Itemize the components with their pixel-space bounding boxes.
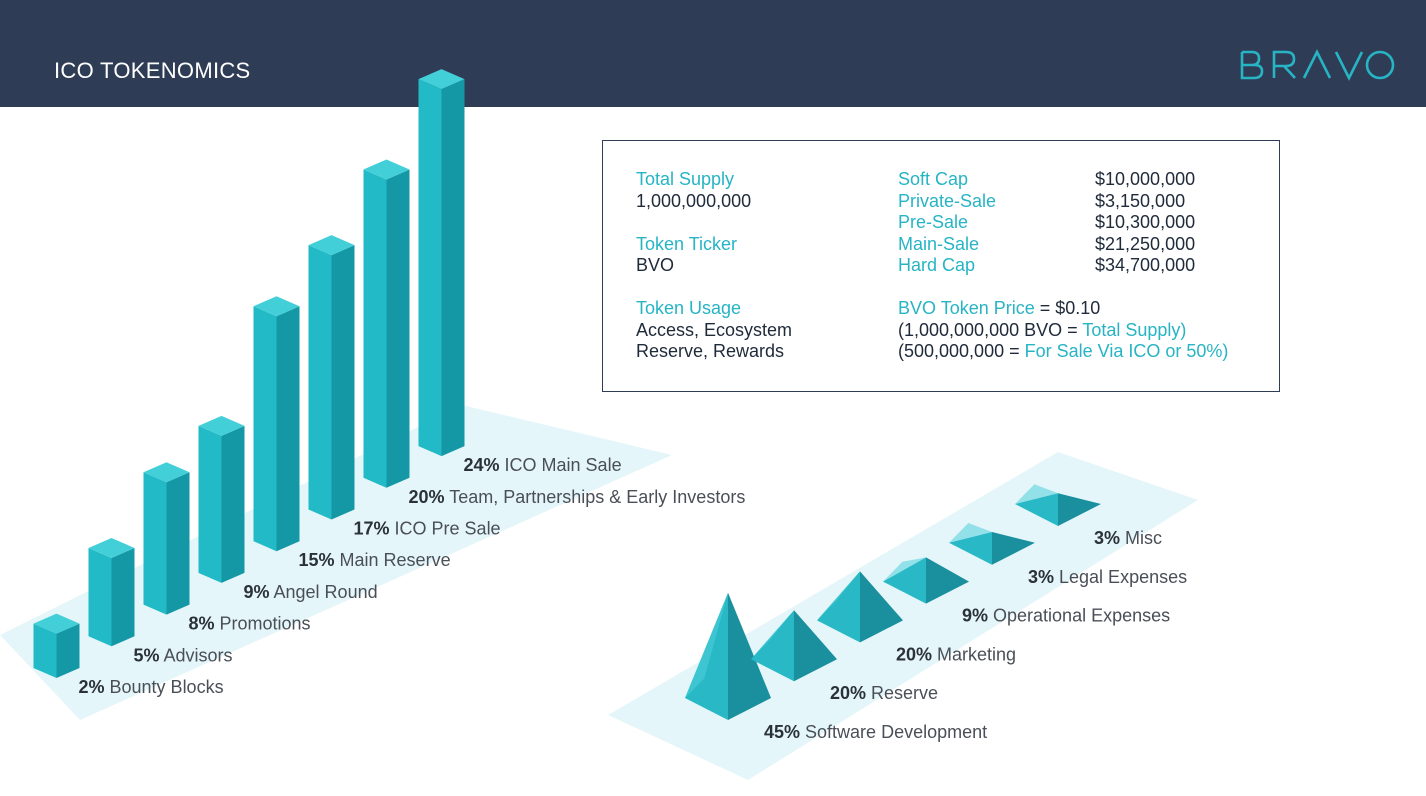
- soft-cap-value: $10,000,000: [1095, 169, 1196, 189]
- bar-main-reserve: [253, 296, 300, 552]
- token-usage-line2: Reserve, Rewards: [636, 341, 785, 361]
- bar-category-label: Promotions: [215, 614, 311, 634]
- token-distribution-labels: 2% Bounty Blocks 5% Advisors 8% Promotions…: [79, 455, 746, 697]
- bar-value-label: 20%: [409, 487, 445, 507]
- main-sale-label: Main-Sale: [898, 233, 980, 254]
- bar-label-team-partnerships-early-investors: 20% Team, Partnerships & Early Investors: [409, 487, 746, 507]
- pre-sale-value: $10,300,000: [1095, 212, 1196, 232]
- pyramid-label-misc: 3% Misc: [1094, 528, 1162, 548]
- pre-sale-label: Pre-Sale: [898, 212, 969, 232]
- pyramid-category-label: Software Development: [800, 722, 987, 742]
- supply-note-line: (1,000,000,000 BVO = Total Supply): [898, 320, 1186, 342]
- bar-category-label: Bounty Blocks: [105, 677, 224, 697]
- sale-note-suffix: For Sale Via ICO or 50%): [1024, 341, 1229, 361]
- supply-note-prefix: (1,000,000,000 BVO =: [898, 319, 1083, 340]
- hard-cap-value: $34,700,000: [1095, 255, 1196, 275]
- bar-ico-main-sale: [418, 69, 465, 457]
- pyramid-category-label: Reserve: [866, 683, 938, 703]
- page-title: ICO TOKENOMICS: [54, 58, 251, 83]
- token-usage-label: Token Usage: [636, 298, 742, 318]
- pyramid-category-label: Misc: [1120, 528, 1162, 548]
- bar-value-label: 8%: [189, 614, 215, 634]
- header-bar: ICO TOKENOMICS: [0, 0, 1426, 107]
- supply-note-suffix: Total Supply): [1082, 319, 1187, 340]
- bar-bounty-blocks: [33, 613, 80, 678]
- bar-label-angel-round: 9% Angel Round: [244, 582, 378, 602]
- bar-ico-pre-sale: [308, 235, 355, 520]
- pyramid-label-marketing: 20% Marketing: [896, 644, 1016, 664]
- hard-cap-label: Hard Cap: [898, 255, 976, 275]
- pyramid-category-label: Operational Expenses: [988, 606, 1170, 626]
- pyramid-value-label: 20%: [896, 644, 932, 664]
- bar-value-label: 9%: [244, 582, 270, 602]
- bar-category-label: Advisors: [160, 645, 233, 665]
- pyramid-software-development: [685, 592, 771, 720]
- pyramid-label-legal-expenses: 3% Legal Expenses: [1028, 567, 1187, 587]
- bar-value-label: 17%: [354, 519, 390, 539]
- pyramid-legal-expenses: [949, 523, 1035, 565]
- bar-value-label: 5%: [134, 645, 160, 665]
- pyramid-label-reserve: 20% Reserve: [830, 683, 938, 703]
- token-ticker-label: Token Ticker: [636, 233, 738, 254]
- bar-category-label: Main Reserve: [335, 550, 451, 570]
- pyramid-reserve: [751, 610, 837, 682]
- pyramid-category-label: Legal Expenses: [1054, 567, 1187, 587]
- bar-label-advisors: 5% Advisors: [134, 645, 233, 665]
- bar-label-ico-pre-sale: 17% ICO Pre Sale: [354, 519, 501, 539]
- token-ticker-value: BVO: [636, 255, 675, 275]
- bar-advisors: [88, 537, 135, 647]
- bars-platform: [0, 405, 672, 720]
- pyramid-value-label: 9%: [962, 606, 988, 626]
- token-price-value: = $0.10: [1034, 298, 1101, 318]
- bar-label-bounty-blocks: 2% Bounty Blocks: [79, 677, 224, 697]
- bar-category-label: Team, Partnerships & Early Investors: [445, 487, 746, 507]
- tokenomics-info-box: Total Supply 1,000,000,000 Token Ticker …: [602, 140, 1280, 392]
- pyramid-misc: [1015, 484, 1101, 526]
- bar-label-main-reserve: 15% Main Reserve: [299, 550, 451, 570]
- total-supply-label: Total Supply: [636, 169, 735, 189]
- token-usage-line1: Access, Ecosystem: [636, 319, 793, 340]
- pyramid-value-label: 45%: [764, 722, 800, 742]
- pyramid-marketing: [817, 571, 903, 643]
- bar-value-label: 2%: [79, 677, 105, 697]
- soft-cap-label: Soft Cap: [898, 169, 969, 189]
- bar-promotions: [143, 462, 190, 615]
- bar-label-promotions: 8% Promotions: [189, 614, 311, 634]
- pyramid-value-label: 20%: [830, 683, 866, 703]
- bar-category-label: ICO Main Sale: [500, 455, 622, 475]
- private-sale-label: Private-Sale: [898, 190, 997, 211]
- bar-value-label: 15%: [299, 550, 335, 570]
- fund-allocation-pyramids: [685, 484, 1101, 720]
- sale-note-prefix: (500,000,000 =: [898, 341, 1025, 361]
- bar-category-label: Angel Round: [270, 582, 378, 602]
- token-price-label: BVO Token Price: [898, 298, 1035, 318]
- total-supply-value: 1,000,000,000: [636, 190, 752, 211]
- bar-team-partnerships-early-investors: [363, 159, 410, 488]
- pyramid-value-label: 3%: [1028, 567, 1054, 587]
- pyramid-label-operational-expenses: 9% Operational Expenses: [962, 606, 1170, 626]
- sale-note-line: (500,000,000 = For Sale Via ICO or 50%): [898, 341, 1228, 363]
- pyramid-value-label: 3%: [1094, 528, 1120, 548]
- bar-category-label: ICO Pre Sale: [390, 519, 501, 539]
- private-sale-value: $3,150,000: [1095, 190, 1186, 211]
- pyramid-category-label: Marketing: [932, 644, 1016, 664]
- bravo-logo: [1240, 49, 1395, 81]
- pyramid-label-software-development: 45% Software Development: [764, 722, 987, 742]
- bar-label-ico-main-sale: 24% ICO Main Sale: [464, 455, 622, 475]
- main-sale-value: $21,250,000: [1095, 233, 1196, 254]
- token-price-line: BVO Token Price = $0.10: [898, 298, 1100, 320]
- pyramid-operational-expenses: [883, 557, 969, 604]
- bar-angel-round: [198, 415, 245, 583]
- bar-value-label: 24%: [464, 455, 500, 475]
- token-distribution-bars: [33, 69, 465, 678]
